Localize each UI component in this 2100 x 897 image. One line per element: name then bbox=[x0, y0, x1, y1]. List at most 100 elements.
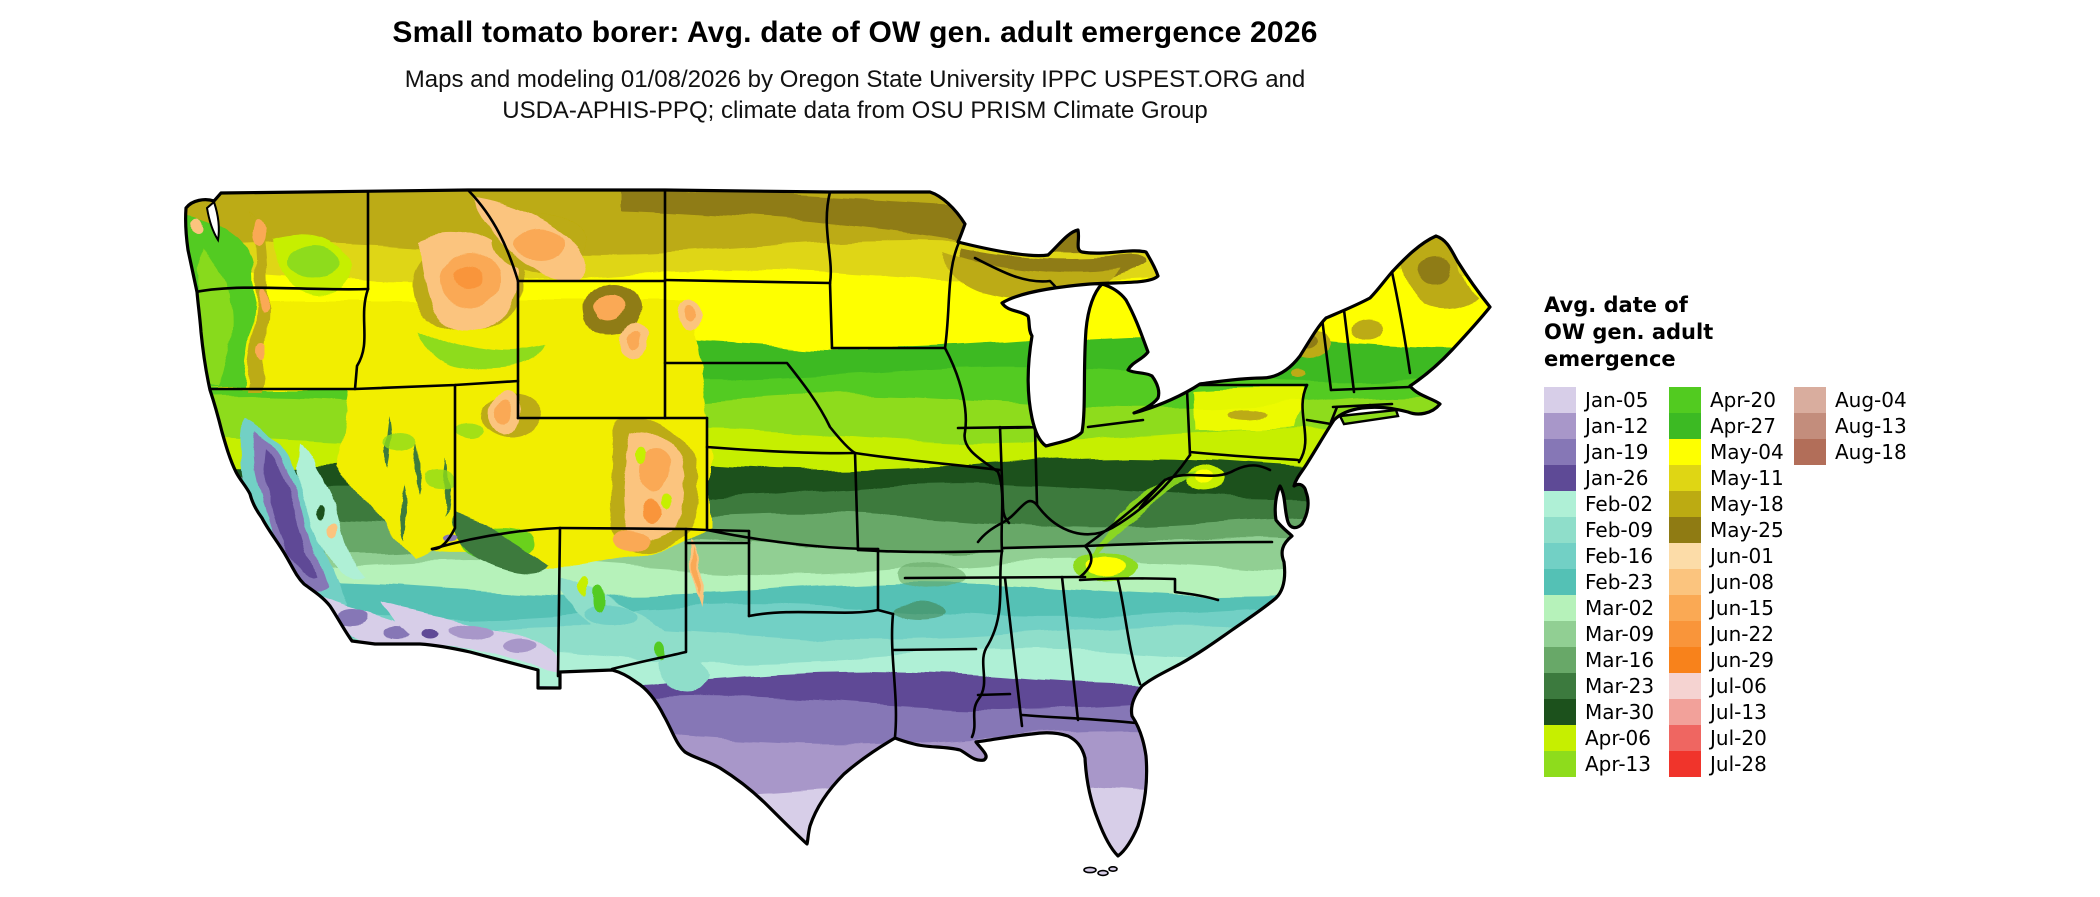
legend-title-line-1: Avg. date of bbox=[1544, 293, 1688, 317]
legend-label: Jun-22 bbox=[1710, 622, 1774, 646]
legend-entry-Jun-22: Jun-22 bbox=[1669, 621, 1794, 647]
legend-label: Feb-23 bbox=[1585, 570, 1654, 594]
legend-column-1: Jan-05 Jan-12 Jan-19 Jan-26 Feb-02 Feb-09 Feb-… bbox=[1544, 387, 1669, 777]
legend-column-2: Apr-20 Apr-27 May-04 May-11 May-18 May-25 Jun-… bbox=[1669, 387, 1794, 777]
legend-swatch-Mar-16 bbox=[1544, 647, 1576, 673]
legend-entry-Apr-06: Apr-06 bbox=[1544, 725, 1669, 751]
state-borders bbox=[194, 190, 1412, 739]
legend-swatch-Jun-08 bbox=[1669, 569, 1701, 595]
puget-sound bbox=[205, 200, 220, 243]
legend-entry-Jul-06: Jul-06 bbox=[1669, 673, 1794, 699]
legend-entry-Apr-20: Apr-20 bbox=[1669, 387, 1794, 413]
legend-label: Jan-26 bbox=[1585, 466, 1649, 490]
legend-entry-Jan-26: Jan-26 bbox=[1544, 465, 1669, 491]
legend-swatch-May-11 bbox=[1669, 465, 1701, 491]
legend-entry-Jun-01: Jun-01 bbox=[1669, 543, 1794, 569]
legend-label: Aug-13 bbox=[1835, 414, 1907, 438]
legend-entry-Mar-09: Mar-09 bbox=[1544, 621, 1669, 647]
legend-entry-Mar-02: Mar-02 bbox=[1544, 595, 1669, 621]
legend-swatch-Aug-18 bbox=[1794, 439, 1826, 465]
legend-entry-May-18: May-18 bbox=[1669, 491, 1794, 517]
legend-swatch-Jun-01 bbox=[1669, 543, 1701, 569]
legend-label: Jun-08 bbox=[1710, 570, 1774, 594]
legend-label: Aug-18 bbox=[1835, 440, 1907, 464]
legend-title-line-3: emergence bbox=[1544, 347, 1676, 371]
legend: Avg. date of OW gen. adult emergence Jan… bbox=[1544, 292, 1974, 777]
legend-swatch-Jan-26 bbox=[1544, 465, 1576, 491]
legend-label: Jul-20 bbox=[1710, 726, 1767, 750]
legend-label: Apr-27 bbox=[1710, 414, 1776, 438]
legend-entry-Jul-13: Jul-13 bbox=[1669, 699, 1794, 725]
legend-label: Jun-29 bbox=[1710, 648, 1774, 672]
legend-label: Jun-01 bbox=[1710, 544, 1774, 568]
legend-label: May-25 bbox=[1710, 518, 1784, 542]
legend-swatch-Feb-09 bbox=[1544, 517, 1576, 543]
legend-entry-May-25: May-25 bbox=[1669, 517, 1794, 543]
legend-label: Jan-05 bbox=[1585, 388, 1649, 412]
legend-swatch-Apr-20 bbox=[1669, 387, 1701, 413]
legend-entry-Feb-02: Feb-02 bbox=[1544, 491, 1669, 517]
legend-title-line-2: OW gen. adult bbox=[1544, 320, 1714, 344]
legend-swatch-Jun-29 bbox=[1669, 647, 1701, 673]
legend-label: Mar-02 bbox=[1585, 596, 1655, 620]
legend-label: Jan-19 bbox=[1585, 440, 1649, 464]
legend-label: May-18 bbox=[1710, 492, 1784, 516]
legend-swatch-Jun-22 bbox=[1669, 621, 1701, 647]
legend-entry-Mar-23: Mar-23 bbox=[1544, 673, 1669, 699]
legend-entry-Jun-29: Jun-29 bbox=[1669, 647, 1794, 673]
legend-entry-May-04: May-04 bbox=[1669, 439, 1794, 465]
legend-swatch-Jan-12 bbox=[1544, 413, 1576, 439]
subtitle-line-2: USDA-APHIS-PPQ; climate data from OSU PR… bbox=[502, 97, 1208, 124]
legend-swatch-Jul-20 bbox=[1669, 725, 1701, 751]
legend-swatch-Mar-23 bbox=[1544, 673, 1576, 699]
legend-swatch-Mar-02 bbox=[1544, 595, 1576, 621]
legend-swatch-Apr-06 bbox=[1544, 725, 1576, 751]
legend-entry-Apr-27: Apr-27 bbox=[1669, 413, 1794, 439]
legend-swatch-Apr-13 bbox=[1544, 751, 1576, 777]
legend-column-3: Aug-04 Aug-13 Aug-18 bbox=[1794, 387, 1919, 465]
legend-swatch-Jan-05 bbox=[1544, 387, 1576, 413]
legend-label: Jul-06 bbox=[1710, 674, 1767, 698]
legend-swatch-May-25 bbox=[1669, 517, 1701, 543]
legend-entry-Feb-09: Feb-09 bbox=[1544, 517, 1669, 543]
legend-label: Mar-30 bbox=[1585, 700, 1655, 724]
legend-entry-May-11: May-11 bbox=[1669, 465, 1794, 491]
legend-entry-Jun-15: Jun-15 bbox=[1669, 595, 1794, 621]
legend-entry-Mar-16: Mar-16 bbox=[1544, 647, 1669, 673]
legend-label: May-11 bbox=[1710, 466, 1784, 490]
band-Jan-12 bbox=[185, 730, 1491, 856]
legend-swatch-Aug-04 bbox=[1794, 387, 1826, 413]
legend-swatch-Apr-27 bbox=[1669, 413, 1701, 439]
legend-swatch-May-04 bbox=[1669, 439, 1701, 465]
legend-title: Avg. date of OW gen. adult emergence bbox=[1544, 292, 1974, 373]
legend-swatch-May-18 bbox=[1669, 491, 1701, 517]
legend-swatch-Jan-19 bbox=[1544, 439, 1576, 465]
legend-entry-Aug-18: Aug-18 bbox=[1794, 439, 1919, 465]
legend-label: Feb-16 bbox=[1585, 544, 1654, 568]
legend-swatch-Aug-13 bbox=[1794, 413, 1826, 439]
legend-swatch-Feb-23 bbox=[1544, 569, 1576, 595]
legend-entry-Aug-04: Aug-04 bbox=[1794, 387, 1919, 413]
legend-label: Apr-06 bbox=[1585, 726, 1651, 750]
legend-entry-Jul-20: Jul-20 bbox=[1669, 725, 1794, 751]
legend-label: Jan-12 bbox=[1585, 414, 1649, 438]
legend-swatch-Mar-30 bbox=[1544, 699, 1576, 725]
legend-label: Mar-16 bbox=[1585, 648, 1655, 672]
legend-swatch-Feb-16 bbox=[1544, 543, 1576, 569]
legend-columns: Jan-05 Jan-12 Jan-19 Jan-26 Feb-02 Feb-09 Feb-… bbox=[1544, 387, 1974, 777]
page-title: Small tomato borer: Avg. date of OW gen.… bbox=[392, 16, 1318, 49]
page-subtitle: Maps and modeling 01/08/2026 by Oregon S… bbox=[0, 64, 1710, 126]
legend-label: Jul-28 bbox=[1710, 752, 1767, 776]
legend-label: Feb-02 bbox=[1585, 492, 1654, 516]
legend-label: Feb-09 bbox=[1585, 518, 1654, 542]
legend-entry-Aug-13: Aug-13 bbox=[1794, 413, 1919, 439]
legend-swatch-Jul-06 bbox=[1669, 673, 1701, 699]
legend-swatch-Feb-02 bbox=[1544, 491, 1576, 517]
legend-label: Apr-20 bbox=[1710, 388, 1776, 412]
legend-entry-Jun-08: Jun-08 bbox=[1669, 569, 1794, 595]
legend-swatch-Jul-28 bbox=[1669, 751, 1701, 777]
map-paint bbox=[185, 190, 1491, 856]
